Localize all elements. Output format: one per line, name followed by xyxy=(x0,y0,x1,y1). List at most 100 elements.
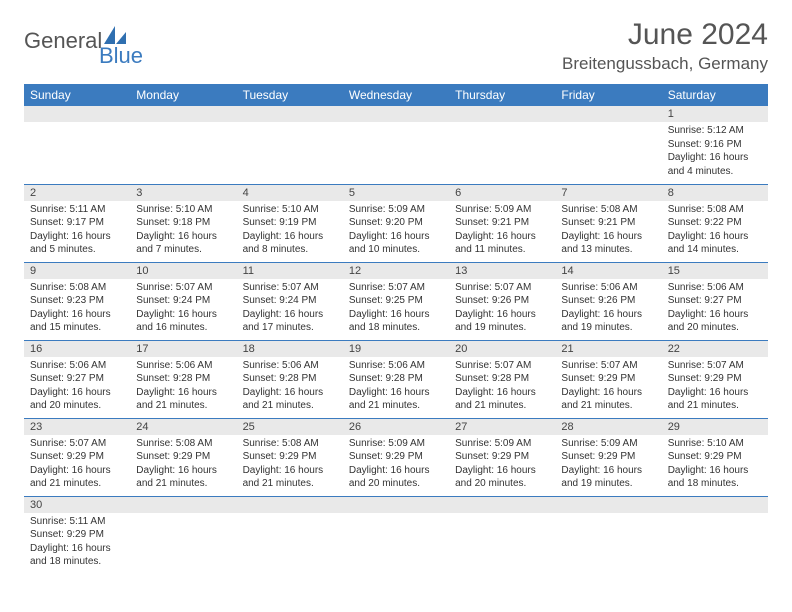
sunset-text: Sunset: 9:24 PM xyxy=(136,294,230,308)
daylight-text: Daylight: 16 hours and 21 minutes. xyxy=(136,386,230,413)
daylight-text: Daylight: 16 hours and 5 minutes. xyxy=(30,230,124,257)
calendar-cell: 2Sunrise: 5:11 AMSunset: 9:17 PMDaylight… xyxy=(24,184,130,262)
calendar-cell xyxy=(449,496,555,574)
day-content xyxy=(662,513,768,519)
month-title: June 2024 xyxy=(562,18,768,52)
weekday-header: Wednesday xyxy=(343,84,449,106)
sunset-text: Sunset: 9:20 PM xyxy=(349,216,443,230)
daylight-text: Daylight: 16 hours and 21 minutes. xyxy=(243,464,337,491)
sunrise-text: Sunrise: 5:06 AM xyxy=(136,359,230,373)
day-content xyxy=(237,122,343,128)
sunrise-text: Sunrise: 5:06 AM xyxy=(561,281,655,295)
day-content xyxy=(130,122,236,128)
day-content xyxy=(449,513,555,519)
daylight-text: Daylight: 16 hours and 4 minutes. xyxy=(668,151,762,178)
day-content xyxy=(343,122,449,128)
sunrise-text: Sunrise: 5:07 AM xyxy=(455,359,549,373)
sunset-text: Sunset: 9:27 PM xyxy=(30,372,124,386)
sunrise-text: Sunrise: 5:07 AM xyxy=(30,437,124,451)
day-number: 9 xyxy=(24,263,130,279)
day-content: Sunrise: 5:09 AMSunset: 9:29 PMDaylight:… xyxy=(343,435,449,495)
calendar-cell: 15Sunrise: 5:06 AMSunset: 9:27 PMDayligh… xyxy=(662,262,768,340)
daylight-text: Daylight: 16 hours and 21 minutes. xyxy=(668,386,762,413)
weekday-header: Friday xyxy=(555,84,661,106)
sunrise-text: Sunrise: 5:10 AM xyxy=(136,203,230,217)
day-number xyxy=(555,497,661,513)
day-number: 10 xyxy=(130,263,236,279)
calendar-cell xyxy=(555,106,661,184)
calendar-cell xyxy=(237,106,343,184)
calendar-cell: 26Sunrise: 5:09 AMSunset: 9:29 PMDayligh… xyxy=(343,418,449,496)
daylight-text: Daylight: 16 hours and 21 minutes. xyxy=(561,386,655,413)
day-number: 25 xyxy=(237,419,343,435)
daylight-text: Daylight: 16 hours and 11 minutes. xyxy=(455,230,549,257)
calendar-cell: 24Sunrise: 5:08 AMSunset: 9:29 PMDayligh… xyxy=(130,418,236,496)
day-content: Sunrise: 5:10 AMSunset: 9:29 PMDaylight:… xyxy=(662,435,768,495)
daylight-text: Daylight: 16 hours and 13 minutes. xyxy=(561,230,655,257)
calendar-cell: 8Sunrise: 5:08 AMSunset: 9:22 PMDaylight… xyxy=(662,184,768,262)
day-number: 3 xyxy=(130,185,236,201)
day-number: 16 xyxy=(24,341,130,357)
day-content: Sunrise: 5:07 AMSunset: 9:29 PMDaylight:… xyxy=(555,357,661,417)
sunset-text: Sunset: 9:26 PM xyxy=(561,294,655,308)
calendar-cell: 30Sunrise: 5:11 AMSunset: 9:29 PMDayligh… xyxy=(24,496,130,574)
daylight-text: Daylight: 16 hours and 15 minutes. xyxy=(30,308,124,335)
day-number: 14 xyxy=(555,263,661,279)
calendar-cell xyxy=(237,496,343,574)
daylight-text: Daylight: 16 hours and 21 minutes. xyxy=(349,386,443,413)
sunrise-text: Sunrise: 5:07 AM xyxy=(243,281,337,295)
weekday-header: Thursday xyxy=(449,84,555,106)
daylight-text: Daylight: 16 hours and 18 minutes. xyxy=(30,542,124,569)
weekday-header: Sunday xyxy=(24,84,130,106)
sunset-text: Sunset: 9:21 PM xyxy=(455,216,549,230)
calendar-cell: 5Sunrise: 5:09 AMSunset: 9:20 PMDaylight… xyxy=(343,184,449,262)
day-number: 22 xyxy=(662,341,768,357)
day-content: Sunrise: 5:09 AMSunset: 9:21 PMDaylight:… xyxy=(449,201,555,261)
sunset-text: Sunset: 9:28 PM xyxy=(136,372,230,386)
calendar-cell: 1Sunrise: 5:12 AMSunset: 9:16 PMDaylight… xyxy=(662,106,768,184)
calendar-row: 16 Sunrise: 5:06 AM Sunset: 9:27 PM Dayligh… xyxy=(24,340,768,418)
calendar-cell: 28Sunrise: 5:09 AMSunset: 9:29 PMDayligh… xyxy=(555,418,661,496)
calendar-row: 2Sunrise: 5:11 AMSunset: 9:17 PMDaylight… xyxy=(24,184,768,262)
calendar-cell: 21Sunrise: 5:07 AMSunset: 9:29 PMDayligh… xyxy=(555,340,661,418)
sunrise-text: Sunrise: 5:09 AM xyxy=(561,437,655,451)
sunset-text: Sunset: 9:29 PM xyxy=(561,372,655,386)
sunset-text: Sunset: 9:29 PM xyxy=(349,450,443,464)
day-content xyxy=(449,122,555,128)
calendar-cell: 29Sunrise: 5:10 AMSunset: 9:29 PMDayligh… xyxy=(662,418,768,496)
calendar-cell: 7Sunrise: 5:08 AMSunset: 9:21 PMDaylight… xyxy=(555,184,661,262)
sunset-text: Sunset: 9:29 PM xyxy=(455,450,549,464)
day-number: 8 xyxy=(662,185,768,201)
calendar-cell: 27Sunrise: 5:09 AMSunset: 9:29 PMDayligh… xyxy=(449,418,555,496)
day-number xyxy=(449,106,555,122)
daylight-text: Daylight: 16 hours and 17 minutes. xyxy=(243,308,337,335)
sunrise-text: Sunrise: 5:11 AM xyxy=(30,203,124,217)
calendar-cell: 16Sunrise: 5:06 AMSunset: 9:27 PMDayligh… xyxy=(24,340,130,418)
calendar-cell: 25Sunrise: 5:08 AMSunset: 9:29 PMDayligh… xyxy=(237,418,343,496)
day-content: Sunrise: 5:11 AMSunset: 9:17 PMDaylight:… xyxy=(24,201,130,261)
sunset-text: Sunset: 9:29 PM xyxy=(30,450,124,464)
sunset-text: Sunset: 9:29 PM xyxy=(561,450,655,464)
day-number: 19 xyxy=(343,341,449,357)
day-content: Sunrise: 5:11 AMSunset: 9:29 PMDaylight:… xyxy=(24,513,130,573)
daylight-text: Daylight: 16 hours and 10 minutes. xyxy=(349,230,443,257)
calendar-cell xyxy=(130,496,236,574)
day-number: 13 xyxy=(449,263,555,279)
sunrise-text: Sunrise: 5:08 AM xyxy=(30,281,124,295)
weekday-header-row: Sunday Monday Tuesday Wednesday Thursday… xyxy=(24,84,768,106)
day-content: Sunrise: 5:09 AMSunset: 9:29 PMDaylight:… xyxy=(449,435,555,495)
sunset-text: Sunset: 9:29 PM xyxy=(668,450,762,464)
calendar-cell: 6Sunrise: 5:09 AMSunset: 9:21 PMDaylight… xyxy=(449,184,555,262)
calendar-cell: 19Sunrise: 5:06 AMSunset: 9:28 PMDayligh… xyxy=(343,340,449,418)
day-number: 23 xyxy=(24,419,130,435)
sunrise-text: Sunrise: 5:07 AM xyxy=(561,359,655,373)
sunrise-text: Sunrise: 5:07 AM xyxy=(668,359,762,373)
daylight-text: Daylight: 16 hours and 16 minutes. xyxy=(136,308,230,335)
day-content: Sunrise: 5:08 AMSunset: 9:29 PMDaylight:… xyxy=(130,435,236,495)
day-number xyxy=(343,497,449,513)
sunset-text: Sunset: 9:29 PM xyxy=(243,450,337,464)
sunset-text: Sunset: 9:24 PM xyxy=(243,294,337,308)
daylight-text: Daylight: 16 hours and 18 minutes. xyxy=(349,308,443,335)
daylight-text: Daylight: 16 hours and 14 minutes. xyxy=(668,230,762,257)
calendar-table: Sunday Monday Tuesday Wednesday Thursday… xyxy=(24,84,768,574)
